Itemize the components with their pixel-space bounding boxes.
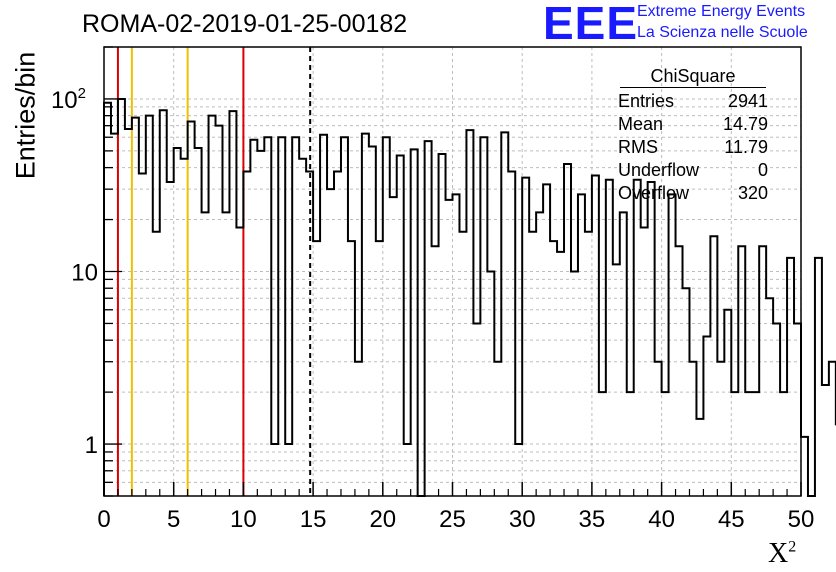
stats-box: ChiSquare Entries 2941 Mean 14.79 RMS 11.79…: [612, 65, 774, 205]
stats-value: 0: [757, 160, 768, 180]
x-axis-label-sup: 2: [788, 538, 797, 556]
eee-logo: EEE: [543, 0, 639, 49]
y-tick-label: 10: [71, 260, 98, 287]
stats-value: 14.79: [722, 114, 768, 134]
stats-value: 2941: [727, 91, 768, 111]
stats-row: Overflow 320: [612, 182, 774, 205]
x-tick-label: 15: [300, 506, 327, 533]
histogram-series: [103, 97, 836, 497]
grid-lines: [104, 46, 801, 497]
y-tick-label: 102: [51, 85, 86, 114]
x-tick-label: 10: [230, 506, 257, 533]
y-axis-label: Entries/bin: [10, 51, 41, 180]
stats-row: Entries 2941: [612, 90, 774, 113]
run-title: ROMA-02-2019-01-25-00182: [82, 10, 408, 38]
y-tick-label-sup: 2: [78, 85, 86, 102]
x-tick-label: 0: [97, 506, 110, 533]
axis-ticks: [103, 46, 802, 497]
x-axis-label-text: X: [768, 538, 789, 569]
x-axis-label: X2: [768, 538, 796, 570]
logo-subtitle-2: La Scienza nelle Scuole: [637, 24, 808, 41]
x-tick-label: 50: [788, 506, 815, 533]
stats-value: 320: [737, 183, 768, 203]
y-tick-label: 1: [85, 432, 98, 459]
stats-label: Overflow: [618, 183, 690, 203]
x-tick-label: 35: [579, 506, 606, 533]
stats-row: RMS 11.79: [612, 136, 774, 159]
stats-label: Underflow: [618, 160, 700, 180]
stats-value: 11.79: [724, 137, 768, 157]
x-tick-label: 5: [167, 506, 180, 533]
stats-title: ChiSquare: [620, 65, 766, 88]
x-tick-label: 20: [369, 506, 396, 533]
x-tick-label: 45: [718, 506, 745, 533]
stats-label: Mean: [618, 114, 664, 134]
logo-subtitle-1: Extreme Energy Events: [637, 3, 806, 20]
x-tick-label: 25: [439, 506, 466, 533]
x-tick-label: 40: [648, 506, 675, 533]
stats-row: Underflow 0: [612, 159, 774, 182]
stats-row: Mean 14.79: [612, 113, 774, 136]
x-tick-label: 30: [509, 506, 536, 533]
stats-label: Entries: [618, 91, 675, 111]
stats-label: RMS: [618, 137, 658, 157]
